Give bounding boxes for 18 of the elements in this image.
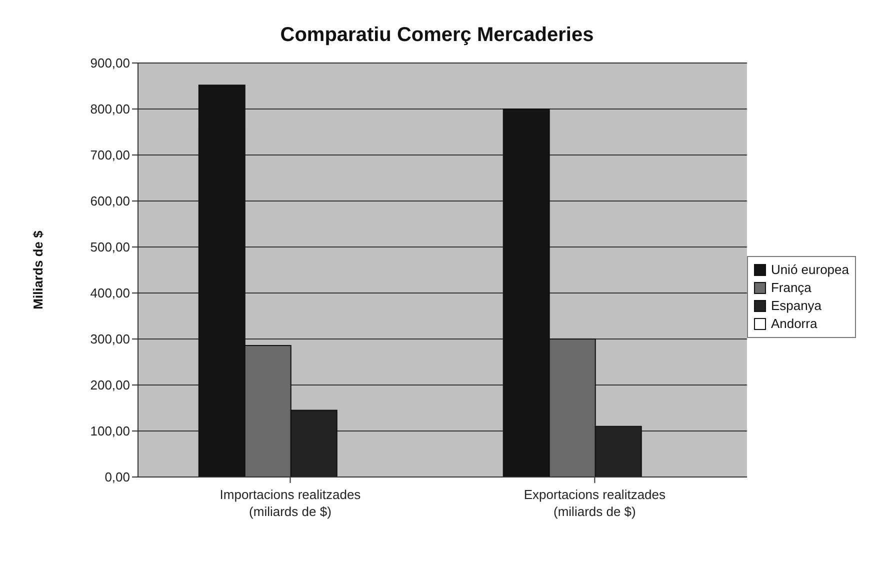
legend-label: Espanya [770, 297, 822, 315]
y-tick-label: 500,00 [90, 240, 130, 255]
y-tick-label: 200,00 [90, 378, 130, 393]
legend-label: Andorra [770, 315, 818, 333]
x-tick-label: Importacions realitzades (miliards de $) [220, 487, 362, 519]
y-tick-label: 400,00 [90, 286, 130, 301]
y-tick-label: 900,00 [90, 56, 130, 71]
y-tick-label: 100,00 [90, 424, 130, 439]
y-tick-label: 0,00 [104, 470, 130, 485]
y-axis-title: Miliards de $ [30, 230, 46, 310]
chart-title: Comparatiu Comerç Mercaderies [279, 23, 595, 47]
legend-label: Unió europea [770, 261, 849, 279]
y-tick-label: 700,00 [90, 148, 130, 163]
x-tick-label: Exportacions realitzades (miliards de $) [524, 487, 666, 519]
y-tick-label: 800,00 [90, 102, 130, 117]
y-tick-label: 600,00 [90, 194, 130, 209]
y-tick-label: 300,00 [90, 332, 130, 347]
legend-label: França [770, 279, 812, 297]
